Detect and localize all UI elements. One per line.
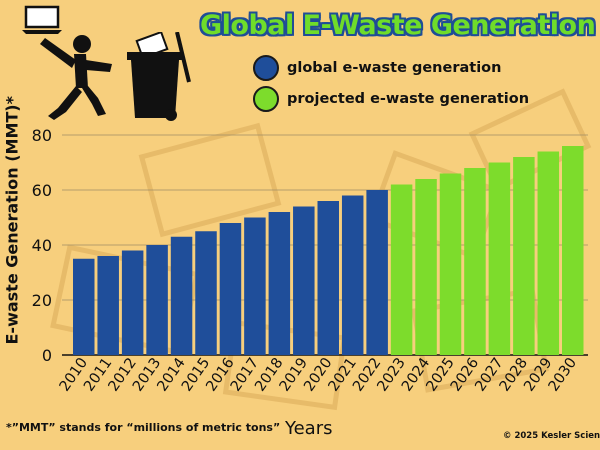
bar-global: [244, 217, 266, 355]
bar-projected: [562, 146, 584, 355]
bar-global: [146, 245, 168, 355]
bar-projected: [390, 184, 413, 355]
chart-title: Global E-Waste Generation: [200, 10, 596, 41]
bar-projected: [439, 173, 462, 355]
bar-projected: [513, 157, 535, 355]
legend-item-global: global e-waste generation: [253, 55, 501, 81]
bar-global: [341, 195, 364, 355]
laptop-icon: [22, 5, 62, 34]
bar-global: [293, 206, 315, 355]
y-tick-label: 80: [32, 126, 52, 145]
trash-bin-icon: [127, 32, 191, 121]
y-tick-label: 40: [32, 236, 52, 255]
y-tick-label: 0: [42, 346, 52, 365]
bar-global: [219, 223, 242, 355]
y-tick-label: 60: [32, 181, 52, 200]
bar-projected: [537, 151, 560, 355]
footnote: *”MMT” stands for “millions of metric to…: [6, 421, 281, 434]
copyright: © 2025 Kesler Science LLC: [503, 431, 600, 441]
legend-label-global: global e-waste generation: [287, 60, 502, 76]
bar-global: [366, 190, 388, 355]
bar-projected: [415, 179, 437, 355]
y-axis-label: E-waste Generation (MMT)*: [2, 96, 22, 345]
bar-global: [268, 212, 291, 355]
legend-item-projected: projected e-waste generation: [253, 86, 529, 112]
bar-global: [97, 256, 119, 355]
x-axis-label: Years: [285, 418, 333, 439]
bar-global: [73, 258, 95, 355]
person-throwing-icon: [40, 35, 112, 120]
legend-swatch-global: [253, 55, 279, 81]
legend-label-projected: projected e-waste generation: [287, 91, 530, 107]
bar-global: [121, 250, 144, 355]
legend-swatch-projected: [253, 86, 279, 112]
y-tick-label: 20: [32, 291, 52, 310]
bar-global: [170, 236, 193, 355]
bar-global: [195, 231, 217, 355]
bar-projected: [488, 162, 511, 355]
bar-projected: [464, 168, 486, 355]
bar-global: [317, 201, 339, 355]
